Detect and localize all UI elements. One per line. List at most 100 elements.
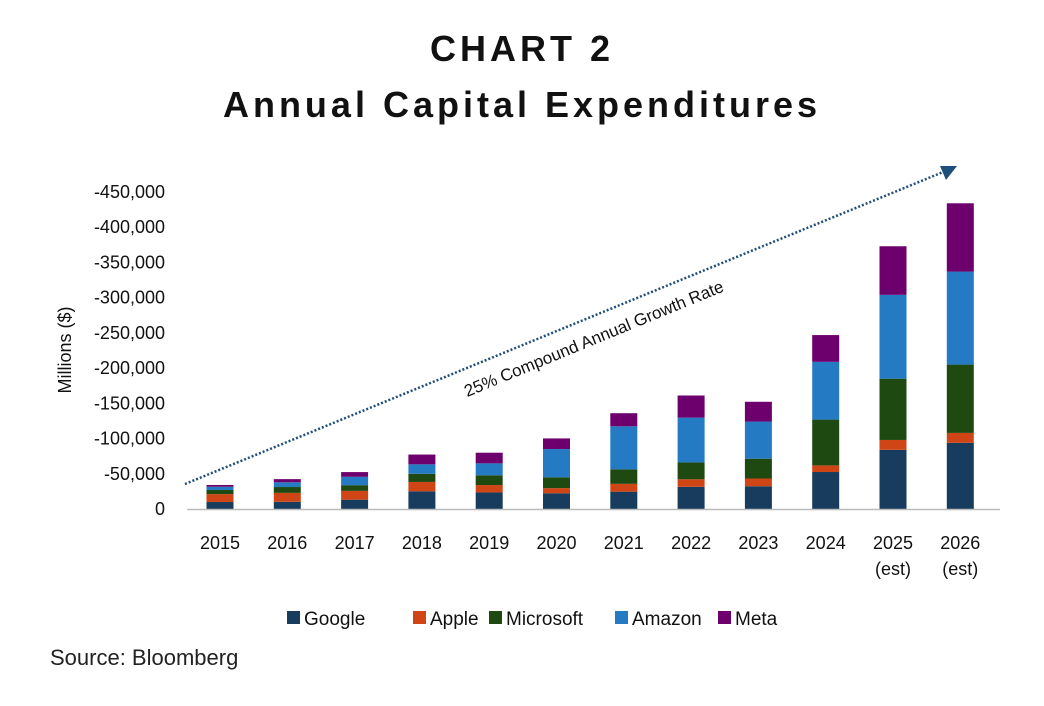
x-tick-label: (est) (942, 559, 978, 579)
y-axis-label: Millions ($) (55, 306, 75, 393)
bar-segment-microsoft (812, 419, 840, 466)
bar-segment-google (610, 491, 638, 509)
bar-segment-apple (879, 439, 907, 450)
x-tick-label: 2024 (806, 533, 846, 553)
legend-label: Meta (735, 609, 778, 630)
legend-swatch-amazon (615, 611, 628, 624)
bar-segment-microsoft (273, 487, 301, 493)
x-tick-label: (est) (875, 559, 911, 579)
bar-segment-apple (677, 479, 705, 487)
bar-segment-meta (206, 484, 234, 487)
y-tick-label: -250,000 (94, 323, 165, 343)
bar-segment-meta (879, 246, 907, 295)
bar-segment-meta (610, 413, 638, 427)
bar-segment-apple (812, 465, 840, 473)
bar-segment-meta (408, 454, 436, 465)
y-tick-label: -450,000 (94, 182, 165, 202)
y-tick-label: -150,000 (94, 393, 165, 413)
legend-label: Apple (430, 609, 479, 630)
bar-segment-meta (946, 203, 974, 272)
x-tick-label: 2020 (536, 533, 576, 553)
legend-label: Amazon (632, 609, 702, 630)
bar-segment-meta (273, 479, 301, 483)
bar-segment-amazon (946, 271, 974, 365)
trend-arrow-line (184, 168, 949, 486)
bar-segment-amazon (677, 417, 705, 463)
legend-swatch-microsoft (489, 611, 502, 624)
bar-segment-meta (677, 395, 705, 418)
y-tick-label: -400,000 (94, 217, 165, 237)
bar-segment-meta (341, 472, 369, 477)
bar-segment-microsoft (610, 469, 638, 484)
bar-segment-google (812, 472, 840, 509)
bar-segment-microsoft (946, 364, 974, 433)
bar-segment-microsoft (744, 458, 772, 479)
bar-segment-microsoft (677, 462, 705, 480)
bar-segment-amazon (408, 464, 436, 474)
x-tick-label: 2019 (469, 533, 509, 553)
bar-segment-google (677, 486, 705, 509)
y-tick-label: -200,000 (94, 358, 165, 378)
bar-segment-amazon (273, 482, 301, 488)
bar-segment-meta (543, 438, 570, 450)
bar-segment-amazon (206, 486, 234, 490)
bar-segment-google (206, 502, 234, 509)
bar-segment-apple (475, 485, 503, 493)
bar-segment-google (341, 499, 369, 509)
bar-segment-google (543, 493, 570, 509)
y-tick-label: -350,000 (94, 252, 165, 272)
x-tick-label: 2015 (200, 533, 240, 553)
x-tick-label: 2022 (671, 533, 711, 553)
y-tick-label: 0 (155, 499, 165, 519)
chart-number: CHART 2 (429, 28, 614, 69)
bar-segment-apple (341, 490, 369, 500)
bar-segment-apple (610, 483, 638, 492)
x-tick-label: 2016 (267, 533, 307, 553)
bar-segment-microsoft (341, 485, 369, 491)
bar-segment-amazon (812, 361, 840, 420)
bar-segment-meta (812, 335, 840, 362)
bar-segment-google (879, 449, 907, 509)
bar-segment-google (744, 486, 772, 509)
x-tick-label: 2018 (402, 533, 442, 553)
legend-swatch-google (287, 611, 300, 624)
bar-segment-amazon (543, 449, 570, 478)
x-tick-label: 2026 (940, 533, 980, 553)
bar-segment-amazon (879, 294, 907, 379)
bar-segment-amazon (341, 476, 369, 486)
bar-segment-apple (744, 478, 772, 487)
bar-segment-google (946, 442, 974, 509)
bar-segment-microsoft (543, 477, 570, 489)
bar-segment-apple (273, 492, 301, 502)
bar-segment-microsoft (879, 378, 907, 440)
y-tick-label: -50,000 (104, 464, 165, 484)
bar-segment-apple (946, 432, 974, 443)
arrow-head-icon (940, 166, 957, 180)
legend-label: Google (304, 609, 365, 630)
bar-segment-google (475, 492, 503, 509)
bar-segment-amazon (475, 463, 503, 476)
chart-title: Annual Capital Expenditures (222, 84, 822, 125)
bar-segment-amazon (744, 421, 772, 459)
trend-annotation: 25% Compound Annual Growth Rate (461, 277, 726, 401)
bar-segment-apple (543, 488, 570, 494)
x-tick-label: 2017 (335, 533, 375, 553)
legend-label: Microsoft (506, 609, 584, 630)
x-tick-label: 2023 (738, 533, 778, 553)
x-tick-label: 2025 (873, 533, 913, 553)
legend-swatch-meta (718, 611, 731, 624)
bar-segment-apple (408, 481, 436, 492)
bar-segment-microsoft (475, 475, 503, 486)
bar-segment-google (408, 491, 436, 509)
bar-segment-microsoft (206, 489, 234, 495)
x-tick-label: 2021 (604, 533, 644, 553)
y-tick-label: -300,000 (94, 288, 165, 308)
bar-segment-meta (744, 401, 772, 422)
bar-segment-meta (475, 452, 503, 464)
source-note: Source: Bloomberg (50, 645, 239, 670)
bar-segment-apple (206, 494, 234, 503)
y-tick-label: -100,000 (94, 429, 165, 449)
bar-segment-google (273, 501, 301, 509)
